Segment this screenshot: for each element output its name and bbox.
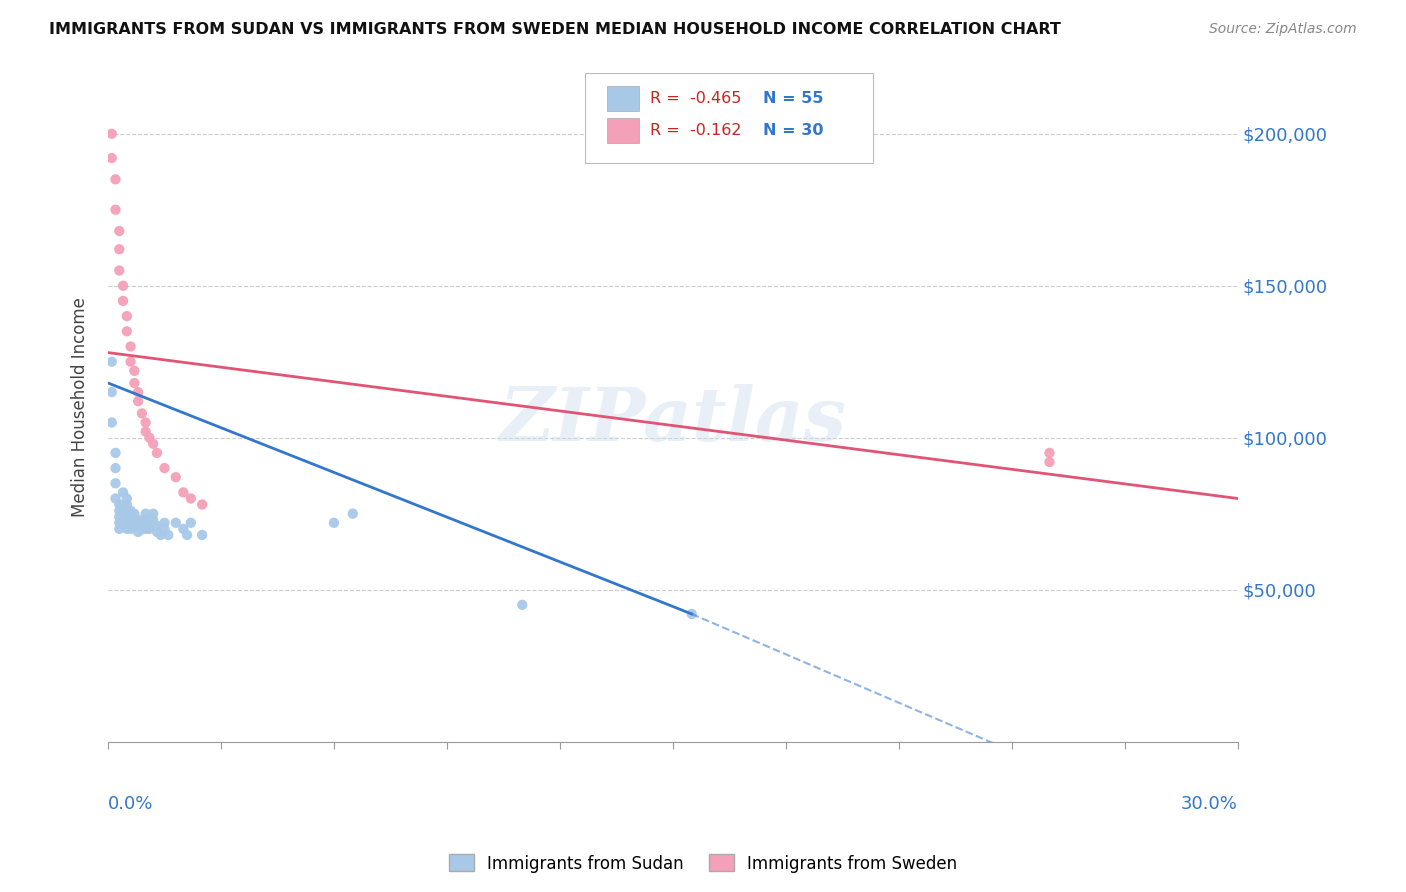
Point [104,491,127,506]
Point [138,516,160,530]
Point [104,461,127,475]
Point [100,127,122,141]
Bar [607,118,638,144]
Point [100,355,122,369]
Point [153,516,176,530]
Point [115,309,138,323]
Point [1038,455,1060,469]
Point [120,503,142,517]
Point [131,516,153,530]
Point [112,498,135,512]
Point [127,524,149,539]
Point [108,503,131,517]
Point [172,485,194,500]
Point [180,516,202,530]
Point [146,524,169,539]
Point [135,425,157,439]
Point [146,446,169,460]
Point [120,355,142,369]
Point [176,528,198,542]
Point [135,522,157,536]
Point [127,394,149,409]
Point [120,339,142,353]
Point [100,151,122,165]
Point [100,416,122,430]
Point [120,509,142,524]
Text: Source: ZipAtlas.com: Source: ZipAtlas.com [1209,22,1357,37]
Point [1038,446,1060,460]
Point [124,364,146,378]
Point [112,485,135,500]
Point [112,516,135,530]
Point [124,518,146,533]
Text: N = 30: N = 30 [763,123,824,138]
Point [142,507,165,521]
Legend: Immigrants from Sudan, Immigrants from Sweden: Immigrants from Sudan, Immigrants from S… [441,847,965,880]
Point [120,522,142,536]
Point [142,436,165,450]
Point [127,518,149,533]
Point [131,406,153,420]
Point [112,507,135,521]
Text: 30.0%: 30.0% [1181,795,1237,814]
Point [127,385,149,400]
Point [165,516,187,530]
FancyBboxPatch shape [585,73,873,163]
Point [157,528,180,542]
Point [112,293,135,308]
Point [104,172,127,186]
Point [146,518,169,533]
Point [127,513,149,527]
Point [149,528,172,542]
Point [124,376,146,390]
Point [115,324,138,338]
Point [153,522,176,536]
Point [108,242,131,256]
Point [115,491,138,506]
Point [153,461,176,475]
Point [100,385,122,400]
Text: ZIPatlas: ZIPatlas [499,384,846,457]
Point [104,202,127,217]
Point [681,607,703,621]
Point [323,516,346,530]
Point [142,513,165,527]
Text: R =  -0.162: R = -0.162 [650,123,742,138]
Point [180,491,202,506]
Text: N = 55: N = 55 [763,91,824,106]
Point [108,498,131,512]
Point [108,522,131,536]
Point [172,522,194,536]
Point [115,507,138,521]
Point [115,522,138,536]
Text: 0.0%: 0.0% [108,795,153,814]
Point [131,522,153,536]
Point [342,507,364,521]
Point [112,278,135,293]
Point [104,476,127,491]
Point [138,431,160,445]
Bar [607,86,638,112]
Point [135,416,157,430]
Point [135,507,157,521]
Point [191,498,214,512]
Point [135,513,157,527]
Text: R =  -0.465: R = -0.465 [650,91,741,106]
Point [124,513,146,527]
Point [124,507,146,521]
Point [165,470,187,484]
Point [120,516,142,530]
Point [108,263,131,277]
Point [115,498,138,512]
Point [108,509,131,524]
Point [191,528,214,542]
Point [115,513,138,527]
Point [108,516,131,530]
Point [104,446,127,460]
Point [108,224,131,238]
Y-axis label: Median Household Income: Median Household Income [72,297,89,517]
Point [138,522,160,536]
Text: IMMIGRANTS FROM SUDAN VS IMMIGRANTS FROM SWEDEN MEDIAN HOUSEHOLD INCOME CORRELAT: IMMIGRANTS FROM SUDAN VS IMMIGRANTS FROM… [49,22,1062,37]
Point [510,598,533,612]
